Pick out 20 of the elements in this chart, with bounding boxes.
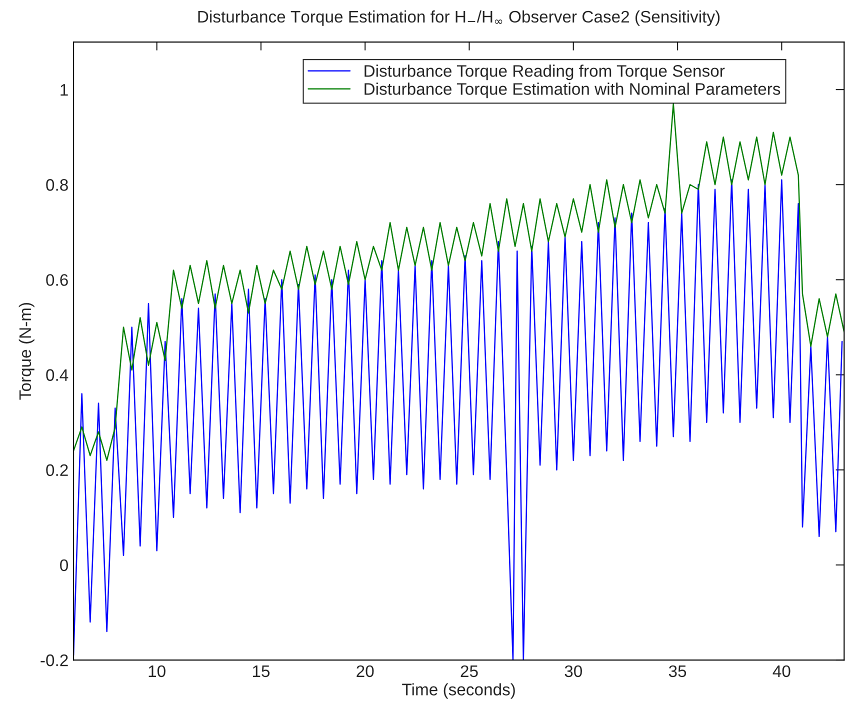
x-tick-label: 10 xyxy=(148,665,166,678)
chart-title: Disturbance Torque Estimation for H$_{−}$/H$_{∞}$ Observer Case2 (Sensitivity) xyxy=(198,10,720,26)
y-tick-label: 0.8 xyxy=(46,179,68,191)
x-tick-label: 20 xyxy=(356,665,374,678)
x-tick-label: 30 xyxy=(564,665,582,678)
x-tick-label: 15 xyxy=(252,665,270,678)
x-tick-label: 25 xyxy=(460,665,478,678)
legend-label: Disturbance Torque Reading from Torque Sensor xyxy=(364,64,725,80)
x-tick-label: 40 xyxy=(772,665,790,678)
y-tick-label: 0.6 xyxy=(46,274,68,286)
legend-label: Disturbance Torque Estimation with Nominal Parameters xyxy=(364,82,780,98)
y-tick-label: -0.2 xyxy=(40,654,68,666)
x-tick-label: 35 xyxy=(668,665,686,678)
y-tick-label: 0 xyxy=(60,559,68,572)
x-axis-title: Time (seconds) xyxy=(402,683,515,699)
line-series xyxy=(74,103,844,461)
y-tick-label: 0.4 xyxy=(46,369,68,381)
y-tick-label: 1 xyxy=(60,84,68,96)
y-axis-title: Torque (N-m) xyxy=(18,302,34,400)
y-tick-label: 0.2 xyxy=(46,464,68,476)
